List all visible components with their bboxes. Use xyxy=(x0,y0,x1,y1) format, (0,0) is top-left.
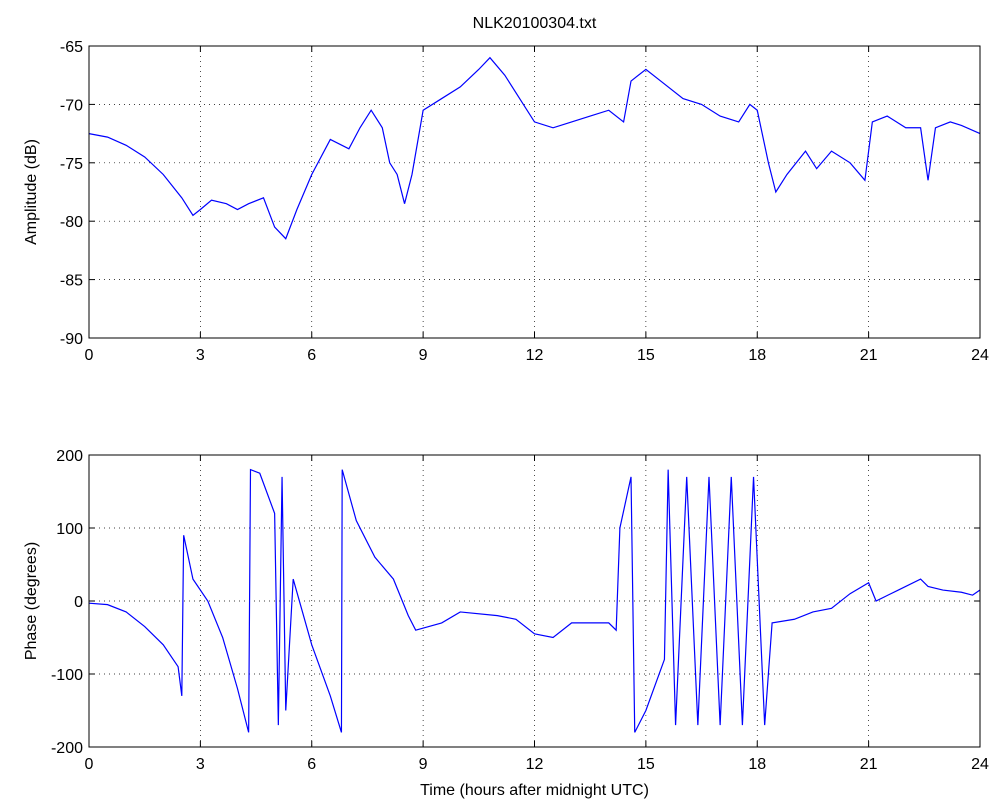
x-tick-label: 3 xyxy=(196,347,205,364)
y-axis-label: Amplitude (dB) xyxy=(23,139,40,245)
x-tick-label: 0 xyxy=(85,347,94,364)
x-tick-label: 18 xyxy=(748,347,766,364)
y-tick-label: -100 xyxy=(51,667,83,684)
x-tick-label: 24 xyxy=(971,756,989,773)
x-tick-label: 6 xyxy=(307,347,316,364)
y-tick-label: -70 xyxy=(60,97,83,114)
x-tick-label: 21 xyxy=(860,347,878,364)
y-tick-label: -75 xyxy=(60,156,83,173)
y-tick-label: -85 xyxy=(60,273,83,290)
x-tick-label: 3 xyxy=(196,756,205,773)
x-tick-label: 6 xyxy=(307,756,316,773)
y-tick-label: 100 xyxy=(56,521,83,538)
data-line xyxy=(88,56,981,240)
x-tick-label: 18 xyxy=(748,756,766,773)
y-tick-label: -90 xyxy=(60,331,83,348)
x-tick-label: 15 xyxy=(637,347,655,364)
x-tick-label: 9 xyxy=(419,347,428,364)
y-tick-label: 200 xyxy=(56,448,83,465)
y-tick-label: -200 xyxy=(51,740,83,757)
x-tick-label: 0 xyxy=(85,756,94,773)
axes-frame xyxy=(88,45,981,339)
y-tick-label: 0 xyxy=(74,594,83,611)
y-tick-label: -80 xyxy=(60,214,83,231)
y-axis-label: Phase (degrees) xyxy=(23,542,40,660)
data-line xyxy=(88,468,981,733)
y-tick-label: -65 xyxy=(60,39,83,56)
x-tick-label: 15 xyxy=(637,756,655,773)
axes-frame xyxy=(88,454,981,748)
chart-title: NLK20100304.txt xyxy=(473,15,597,32)
x-tick-label: 12 xyxy=(526,347,544,364)
x-tick-label: 21 xyxy=(860,756,878,773)
x-tick-label: 24 xyxy=(971,347,989,364)
x-tick-label: 12 xyxy=(526,756,544,773)
x-axis-label: Time (hours after midnight UTC) xyxy=(420,782,649,799)
x-tick-label: 9 xyxy=(419,756,428,773)
